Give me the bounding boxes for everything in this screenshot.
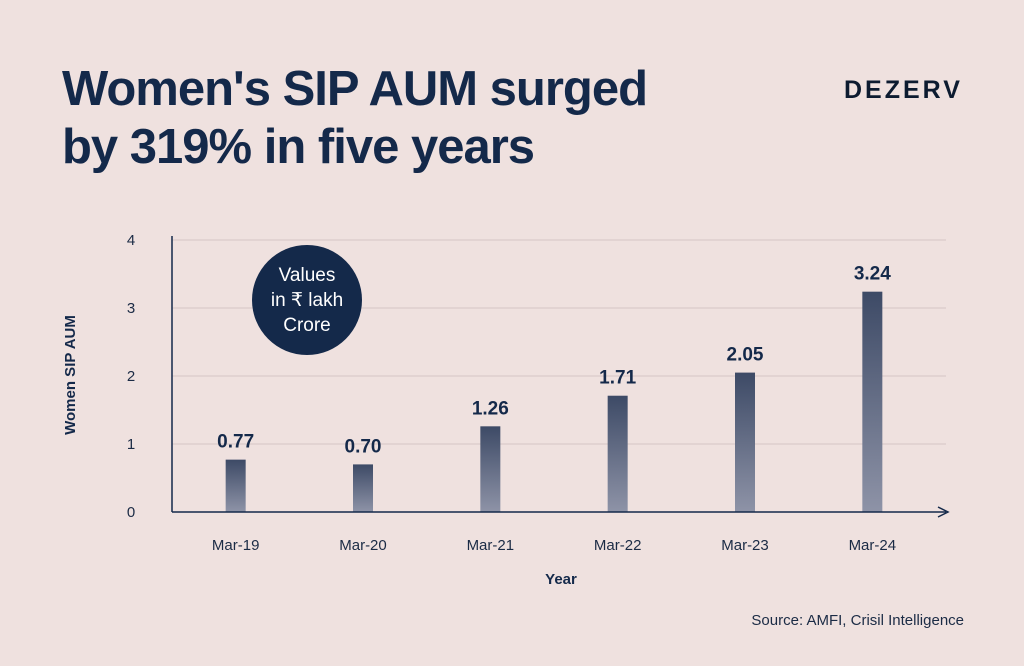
bar-mar-21 xyxy=(480,426,501,512)
brand-logo: DEZERV xyxy=(844,76,963,104)
bar-mar-20 xyxy=(353,464,373,512)
data-label: 0.77 xyxy=(217,432,254,453)
data-label: 2.05 xyxy=(727,345,764,366)
bar-mar-19 xyxy=(225,459,246,512)
value-labels: 0.77 0.70 1.26 1.71 2.05 3.24 xyxy=(217,264,891,458)
page-title: Women's SIP AUM surged by 319% in five y… xyxy=(62,60,782,176)
y-tick-label: 1 xyxy=(127,436,135,453)
x-axis-arrow-icon xyxy=(937,506,950,518)
units-badge-line-3: Crore xyxy=(283,315,331,336)
x-tick-label: Mar-22 xyxy=(594,537,642,554)
source-note: Source: AMFI, Crisil Intelligence xyxy=(751,612,964,629)
y-tick-label: 0 xyxy=(127,504,135,521)
x-tick-label: Mar-19 xyxy=(212,537,260,554)
data-label: 1.71 xyxy=(599,368,636,389)
units-badge-circle xyxy=(252,245,362,355)
title-line-2: by 319% in five years xyxy=(62,120,535,174)
bar-mar-23 xyxy=(735,372,755,512)
y-tick-label: 3 xyxy=(127,300,135,317)
axes: 0 1 2 3 4 Mar-19 Mar-20 Mar-21 Mar-22 Mar-23 Mar-2… xyxy=(127,232,950,554)
units-badge-line-2: in ₹ lakh xyxy=(271,290,343,311)
title-line-1: Women's SIP AUM surged xyxy=(62,62,648,116)
y-tick-label: 2 xyxy=(127,368,135,385)
data-label: 1.26 xyxy=(472,398,509,419)
x-axis-title: Year xyxy=(545,571,577,588)
x-tick-label: Mar-24 xyxy=(849,537,897,554)
x-tick-label: Mar-21 xyxy=(467,537,515,554)
y-axis-title: Women SIP AUM xyxy=(62,315,79,435)
units-badge-line-1: Values xyxy=(279,265,336,286)
y-tick-label: 4 xyxy=(127,232,135,249)
x-tick-label: Mar-23 xyxy=(721,537,769,554)
data-label: 0.70 xyxy=(345,436,382,457)
x-tick-label: Mar-20 xyxy=(339,537,387,554)
bars xyxy=(225,291,883,512)
bar-mar-22 xyxy=(607,395,628,512)
bar-mar-24 xyxy=(862,291,883,512)
units-badge: Values in ₹ lakh Crore xyxy=(252,245,362,355)
data-label: 3.24 xyxy=(854,264,891,285)
